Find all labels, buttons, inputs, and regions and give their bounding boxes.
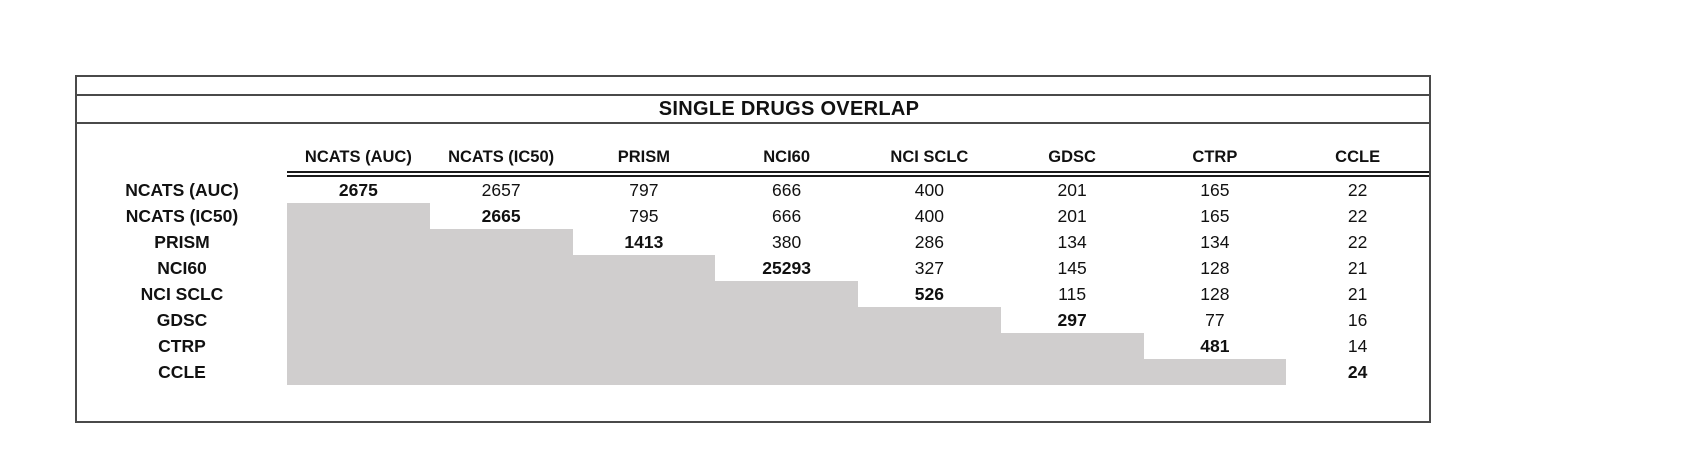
matrix-cell-r0c7: 22 (1347, 180, 1368, 200)
matrix-cell-r5c2 (572, 307, 716, 333)
matrix-cell-r7c5 (1000, 359, 1144, 385)
matrix-cell-r5c5: 297 (1057, 310, 1087, 330)
matrix-cell-r5c1 (429, 307, 573, 333)
matrix-cell-r2c5: 134 (1057, 232, 1087, 252)
table-spacer-row (77, 77, 1429, 96)
matrix-cell-r7c4 (858, 359, 1001, 385)
matrix-cell-r5c6: 77 (1205, 310, 1225, 330)
matrix-cell-r3c0 (287, 255, 430, 281)
matrix-cell-r0c6: 165 (1200, 180, 1230, 200)
matrix-cell-r1c1: 2665 (481, 206, 521, 226)
matrix-cell-r3c3: 25293 (762, 258, 811, 278)
matrix-cell-r5c4 (858, 307, 1001, 333)
matrix-cell-r6c7: 14 (1347, 336, 1368, 356)
matrix-cell-r7c3 (715, 359, 858, 385)
row-label-5: GDSC (156, 310, 208, 330)
matrix-cell-r0c4: 400 (914, 180, 944, 200)
matrix-cell-r1c7: 22 (1347, 206, 1368, 226)
matrix-cell-r7c1 (429, 359, 573, 385)
matrix-cell-r5c0 (287, 307, 430, 333)
matrix-cell-r3c1 (429, 255, 573, 281)
matrix-cell-r0c3: 666 (772, 180, 802, 200)
overlap-matrix: NCATS (AUC) NCATS (IC50) PRISM NCI60 NCI SCL… (77, 124, 1429, 385)
matrix-cell-r4c5: 115 (1058, 284, 1087, 304)
matrix-cell-r2c7: 22 (1347, 232, 1368, 252)
row-label-4: NCI SCLC (140, 284, 224, 304)
column-header-5: GDSC (1000, 124, 1144, 177)
matrix-cell-r3c7: 21 (1347, 258, 1368, 278)
matrix-cell-r7c7: 24 (1347, 362, 1368, 382)
matrix-cell-r1c0 (287, 203, 430, 229)
matrix-cell-r0c0: 2675 (338, 180, 378, 200)
row-label-2: PRISM (154, 232, 210, 252)
column-header-7: CCLE (1286, 124, 1429, 177)
column-header-3: NCI60 (715, 124, 858, 177)
matrix-cell-r1c2: 795 (629, 206, 659, 226)
row-label-7: CCLE (158, 362, 206, 382)
matrix-cell-r5c7: 16 (1347, 310, 1368, 330)
matrix-cell-r6c5 (1000, 333, 1144, 359)
column-header-6: CTRP (1143, 124, 1287, 177)
table-title: SINGLE DRUGS OVERLAP (658, 97, 920, 120)
matrix-corner-cell (77, 124, 287, 177)
matrix-cell-r7c0 (287, 359, 430, 385)
matrix-cell-r1c6: 165 (1200, 206, 1230, 226)
matrix-cell-r7c6 (1143, 359, 1287, 385)
row-label-6: CTRP (158, 336, 206, 356)
row-label-3: NCI60 (157, 258, 207, 278)
matrix-cell-r3c2 (572, 255, 716, 281)
table-title-row: SINGLE DRUGS OVERLAP (77, 96, 1429, 124)
matrix-cell-r2c2: 1413 (624, 232, 664, 252)
matrix-cell-r6c2 (572, 333, 716, 359)
matrix-cell-r6c3 (715, 333, 858, 359)
matrix-cell-r0c5: 201 (1057, 180, 1087, 200)
matrix-cell-r7c2 (572, 359, 716, 385)
column-header-1: NCATS (IC50) (429, 124, 573, 177)
column-header-0: NCATS (AUC) (287, 124, 430, 177)
matrix-cell-r2c3: 380 (772, 232, 802, 252)
matrix-cell-r6c1 (429, 333, 573, 359)
row-label-0: NCATS (AUC) (125, 180, 239, 200)
matrix-cell-r4c4: 526 (914, 284, 944, 304)
matrix-cell-r2c1 (429, 229, 573, 255)
matrix-cell-r4c2 (572, 281, 716, 307)
matrix-cell-r6c0 (287, 333, 430, 359)
matrix-cell-r2c0 (287, 229, 430, 255)
overlap-table-box: SINGLE DRUGS OVERLAP NCATS (AUC) NCATS (I… (75, 75, 1431, 423)
matrix-cell-r1c5: 201 (1057, 206, 1087, 226)
matrix-cell-r0c1: 2657 (481, 180, 521, 200)
matrix-cell-r4c3 (715, 281, 858, 307)
matrix-cell-r6c4 (858, 333, 1001, 359)
matrix-cell-r3c6: 128 (1200, 258, 1230, 278)
matrix-cell-r4c7: 21 (1347, 284, 1368, 304)
column-header-4: NCI SCLC (858, 124, 1001, 177)
matrix-cell-r0c2: 797 (629, 180, 659, 200)
column-header-2: PRISM (572, 124, 716, 177)
matrix-cell-r1c3: 666 (772, 206, 802, 226)
matrix-cell-r3c5: 145 (1057, 258, 1087, 278)
matrix-cell-r3c4: 327 (914, 258, 944, 278)
matrix-cell-r2c4: 286 (914, 232, 944, 252)
matrix-cell-r2c6: 134 (1200, 232, 1230, 252)
matrix-cell-r4c6: 128 (1200, 284, 1230, 304)
matrix-cell-r4c1 (429, 281, 573, 307)
matrix-cell-r4c0 (287, 281, 430, 307)
matrix-cell-r6c6: 481 (1200, 336, 1230, 356)
matrix-cell-r1c4: 400 (914, 206, 944, 226)
matrix-cell-r5c3 (715, 307, 858, 333)
row-label-1: NCATS (IC50) (125, 206, 239, 226)
